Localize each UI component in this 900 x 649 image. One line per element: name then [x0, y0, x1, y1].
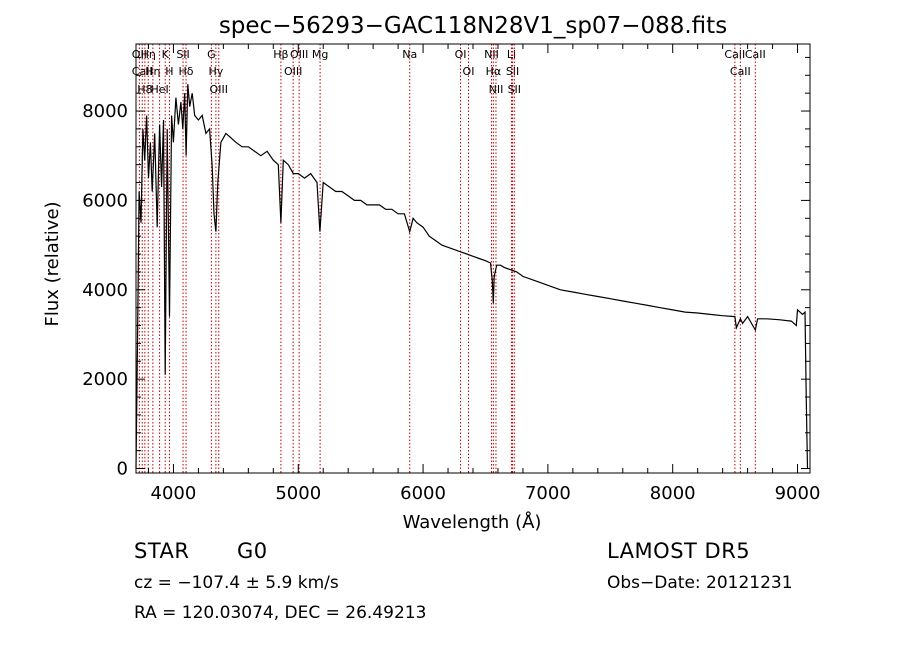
x-tick-label: 4000	[151, 483, 197, 504]
spectral-line-markers: OIICaIIH8HηHηHeIKHSIIHδGHγOIIIHβOIIIOIII…	[132, 44, 766, 473]
y-tick-label: 2000	[82, 369, 128, 390]
line-label: OIII	[284, 65, 302, 78]
line-label: Hη	[145, 65, 160, 78]
x-tick-label: 6000	[400, 483, 446, 504]
line-label: OI	[455, 48, 467, 61]
line-label: HeI	[150, 83, 168, 96]
redshift-text: cz = −107.4 ± 5.9 km/s	[134, 573, 339, 593]
line-label: SII	[176, 48, 189, 61]
chart-title: spec−56293−GAC118N28V1_sp07−088.fits	[219, 13, 727, 39]
line-label: Mg	[312, 48, 328, 61]
y-tick-label: 4000	[82, 280, 128, 301]
line-label: Hβ	[273, 48, 288, 61]
line-label: CaII	[724, 48, 745, 61]
line-label: NII	[484, 48, 499, 61]
line-label: NII	[489, 83, 504, 96]
observation-date: Obs−Date: 20121231	[607, 573, 793, 593]
x-tick-label: 8000	[650, 483, 696, 504]
y-tick-label: 8000	[82, 101, 128, 122]
y-axis: 0 2000 4000 6000 8000	[82, 56, 810, 480]
spectrum-layer	[135, 84, 809, 469]
x-axis-label: Wavelength (Å)	[403, 511, 542, 533]
line-label: Na	[402, 48, 417, 61]
coordinates-text: RA = 120.03074, DEC = 26.49213	[134, 603, 427, 623]
line-label: G	[207, 48, 216, 61]
line-label: K	[162, 48, 170, 61]
line-label: Hα	[486, 65, 502, 78]
line-label: SII	[508, 83, 521, 96]
line-label: OIII	[210, 83, 228, 96]
spectral-subclass: G0	[237, 539, 268, 563]
line-label: CaII	[745, 48, 766, 61]
y-axis-label: Flux (relative)	[42, 201, 63, 326]
line-label: Hγ	[208, 65, 223, 78]
x-tick-label: 7000	[525, 483, 571, 504]
spectrum-line	[135, 84, 809, 469]
x-tick-label: 5000	[275, 483, 321, 504]
object-class: STAR	[134, 539, 190, 563]
line-label: Hδ	[179, 65, 194, 78]
y-tick-label: 6000	[82, 190, 128, 211]
line-label: CaII	[132, 65, 153, 78]
survey-name: LAMOST DR5	[607, 539, 751, 563]
y-tick-label: 0	[117, 459, 128, 480]
x-tick-label: 9000	[775, 483, 821, 504]
line-label: Li	[507, 48, 516, 61]
line-label: OIII	[290, 48, 308, 61]
line-label: H	[165, 65, 173, 78]
line-label: OI	[463, 65, 475, 78]
line-label: CaII	[730, 65, 751, 78]
line-label: SII	[506, 65, 519, 78]
line-label: Hη	[141, 48, 156, 61]
x-axis: 4000 5000 6000 7000 8000 9000	[147, 44, 821, 504]
plot-frame	[135, 43, 811, 474]
